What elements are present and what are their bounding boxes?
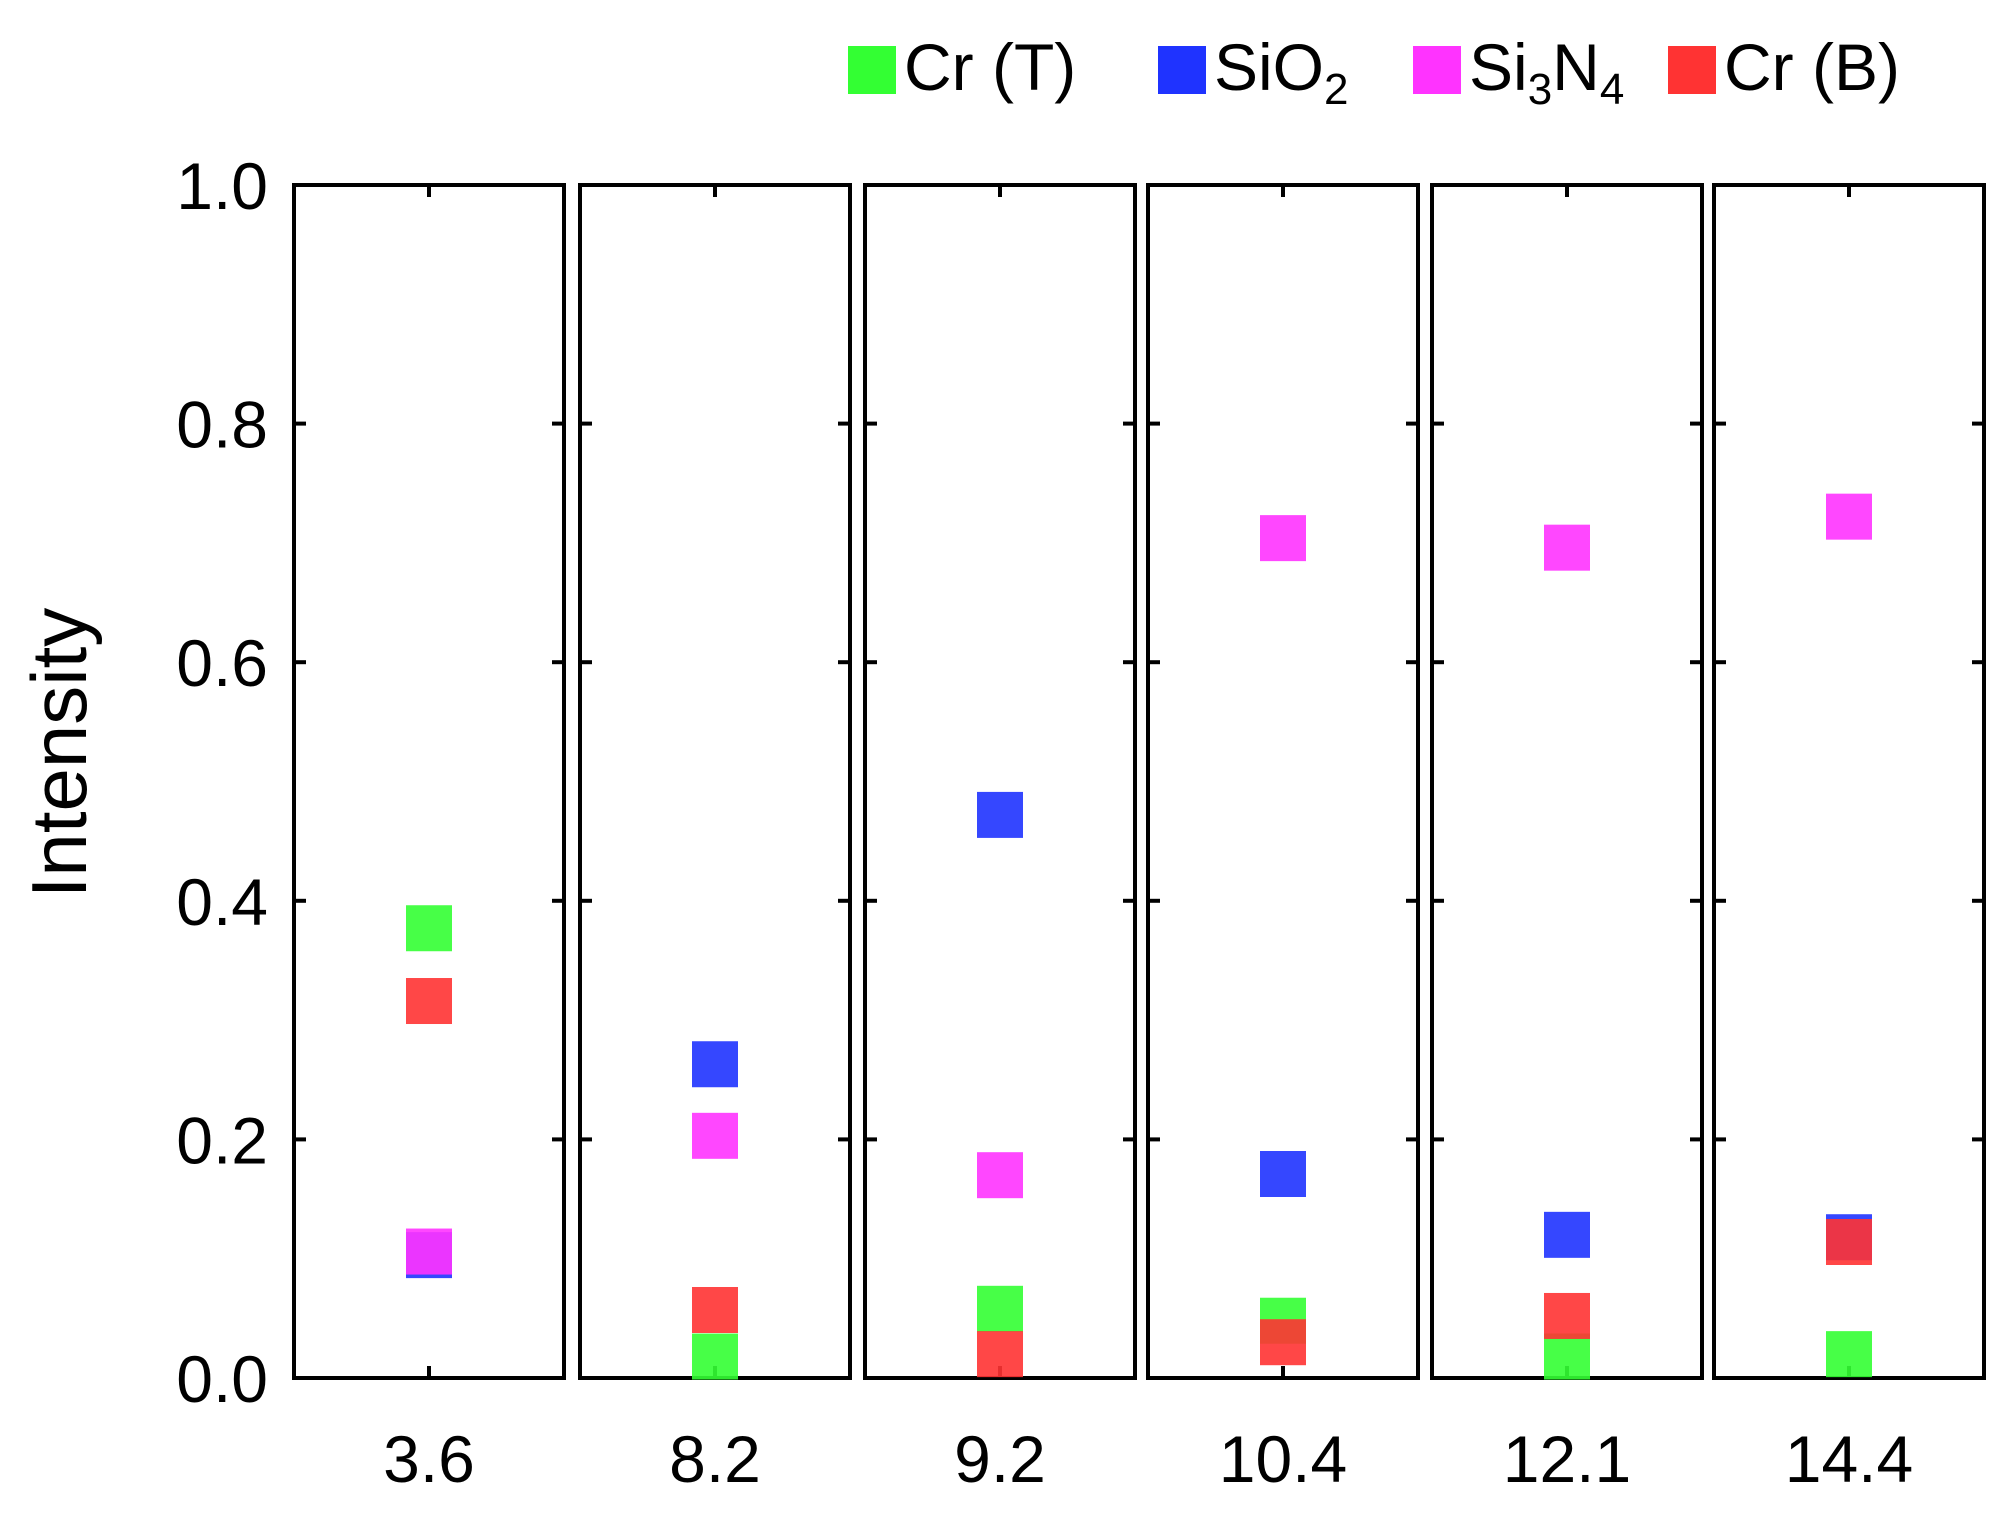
legend-label-cr-t: Cr (T)	[904, 30, 1076, 104]
point-cr-b-10-4	[1260, 1319, 1306, 1366]
point-cr-b-8-2	[692, 1286, 738, 1333]
point-sio2-8-2	[692, 1041, 738, 1088]
legend-label-si3n4: Si3N4	[1469, 30, 1624, 114]
legend-label-cr-b: Cr (B)	[1724, 30, 1900, 104]
y-tick-label: 0.0	[176, 1342, 268, 1416]
y-tick-label: 0.8	[176, 388, 268, 462]
point-cr-b-14-4	[1826, 1218, 1872, 1265]
point-sio2-12-1	[1544, 1211, 1590, 1258]
x-tick-label-10-4: 10.4	[1219, 1422, 1347, 1496]
panel-8-2: 8.2	[578, 183, 852, 1496]
legend-label-sio2: SiO2	[1214, 30, 1349, 114]
x-tick-label-14-4: 14.4	[1785, 1422, 1913, 1496]
point-si3n4-12-1	[1544, 524, 1590, 571]
legend-swatch-cr-b	[1668, 46, 1716, 94]
legend: Cr (T) SiO2 Si3N4 Cr (B)	[848, 30, 1900, 114]
point-si3n4-8-2	[692, 1112, 738, 1159]
point-cr-t-9-2	[977, 1285, 1023, 1332]
legend-swatch-cr-t	[848, 46, 896, 94]
legend-swatch-si3n4	[1413, 46, 1461, 94]
panel-14-4: 14.4	[1712, 183, 1986, 1496]
x-tick-label-3-6: 3.6	[383, 1422, 475, 1496]
y-tick-label: 1.0	[176, 149, 268, 223]
point-sio2-9-2	[977, 791, 1023, 838]
point-cr-t-8-2	[692, 1333, 738, 1380]
panel-frame	[578, 183, 852, 1380]
x-tick-label-9-2: 9.2	[954, 1422, 1046, 1496]
panel-12-1: 12.1	[1430, 183, 1704, 1496]
point-si3n4-3-6	[406, 1228, 452, 1275]
legend-swatch-sio2	[1158, 46, 1206, 94]
panels: 3.6 8.2 9.2 10.4 12.1 14.4	[292, 183, 1986, 1496]
point-cr-t-3-6	[406, 905, 452, 952]
panel-frame	[1712, 183, 1986, 1380]
point-cr-b-9-2	[977, 1331, 1023, 1378]
point-cr-b-3-6	[406, 978, 452, 1025]
panel-9-2: 9.2	[863, 183, 1137, 1496]
point-si3n4-9-2	[977, 1152, 1023, 1199]
panel-frame	[863, 183, 1137, 1380]
panel-10-4: 10.4	[1146, 183, 1420, 1496]
point-cr-b-12-1	[1544, 1292, 1590, 1339]
x-tick-label-12-1: 12.1	[1503, 1422, 1631, 1496]
y-tick-label: 0.4	[176, 865, 268, 939]
y-axis-ticks: 0.0 0.2 0.4 0.6 0.8 1.0	[176, 149, 268, 1416]
point-sio2-10-4	[1260, 1150, 1306, 1197]
y-tick-label: 0.6	[176, 626, 268, 700]
point-cr-t-14-4	[1826, 1331, 1872, 1378]
point-si3n4-14-4	[1826, 493, 1872, 540]
panel-frame	[1430, 183, 1704, 1380]
y-axis-label: Intensity	[15, 608, 103, 898]
point-si3n4-10-4	[1260, 515, 1306, 562]
y-tick-label: 0.2	[176, 1103, 268, 1177]
x-tick-label-8-2: 8.2	[669, 1422, 761, 1496]
panel-frame	[292, 183, 566, 1380]
panel-3-6: 3.6	[292, 183, 566, 1496]
panel-frame	[1146, 183, 1420, 1380]
point-cr-t-12-1	[1544, 1333, 1590, 1380]
